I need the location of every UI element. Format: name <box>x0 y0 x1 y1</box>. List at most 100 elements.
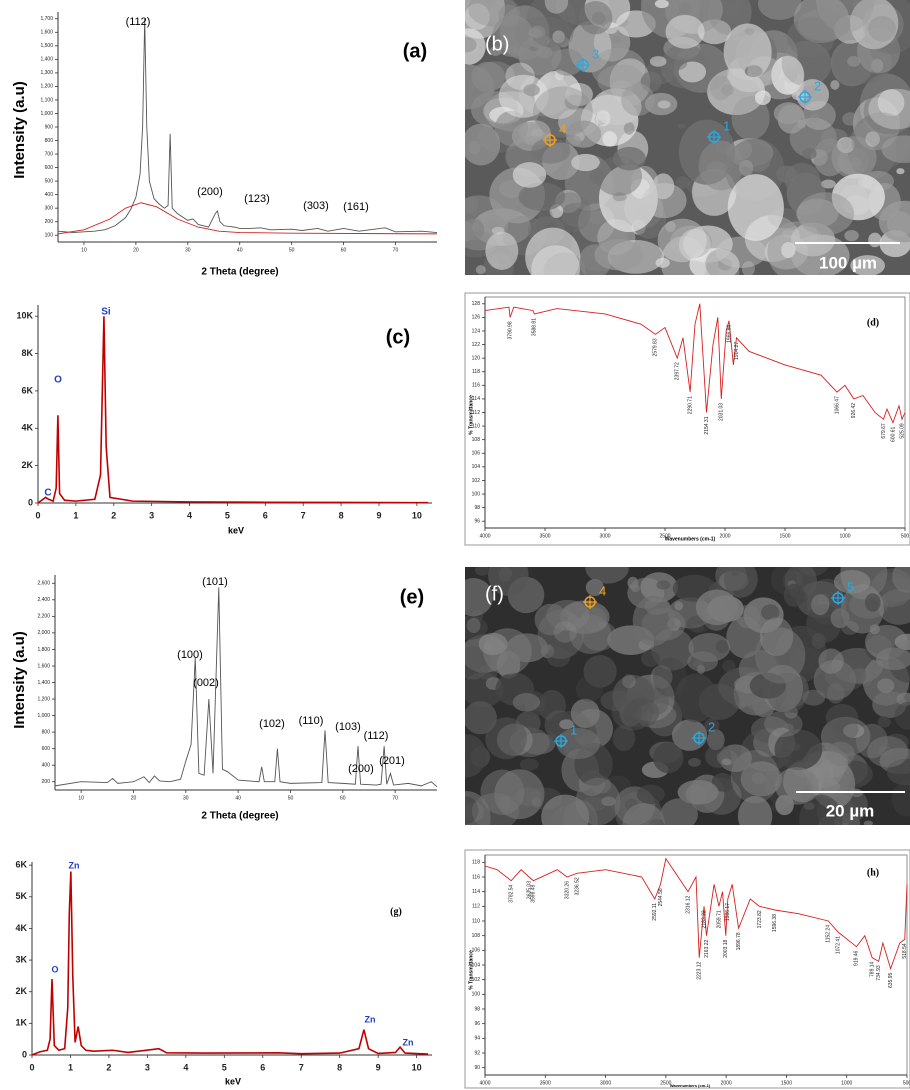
y-tick-label: 500 <box>45 178 54 184</box>
sem-texture <box>811 594 830 616</box>
x-tick-label: 2500 <box>659 533 670 539</box>
y-tick-label: 1,400 <box>37 680 50 686</box>
sem-texture <box>551 48 584 76</box>
sem-texture <box>797 8 851 41</box>
x-axis-label: keV <box>228 525 244 535</box>
sem-texture <box>850 255 885 275</box>
sem-texture <box>564 94 585 110</box>
x-tick-label: 1500 <box>779 533 790 539</box>
peak-label: 2397.72 <box>675 362 681 380</box>
sem-texture <box>492 15 534 58</box>
y-tick-label: 98 <box>474 1006 480 1012</box>
sem-texture <box>816 0 875 33</box>
sem-texture <box>538 208 553 226</box>
y-tick-label: 2,200 <box>37 614 50 620</box>
sem-texture <box>868 232 882 248</box>
sem-texture <box>744 65 763 78</box>
sem-texture <box>649 56 667 67</box>
y-tick-label: 116 <box>472 874 480 880</box>
y-tick-label: 102 <box>472 478 481 484</box>
sem-texture <box>485 717 527 760</box>
y-tick-label: 800 <box>42 729 51 735</box>
peak-label: 2154.31 <box>704 416 710 434</box>
y-tick-label: 90 <box>474 1065 480 1071</box>
plot-frame <box>484 296 906 529</box>
sem-texture <box>565 120 602 148</box>
sem-texture <box>585 567 629 584</box>
sem-texture <box>560 600 610 635</box>
sem-texture <box>653 742 684 774</box>
sem-texture <box>546 647 571 668</box>
x-tick-label: 9 <box>376 510 381 520</box>
marker-label: 3 <box>592 46 599 61</box>
y-tick-label: 800 <box>45 138 54 144</box>
peak-label: 926.42 <box>851 403 857 419</box>
y-tick-label: 6K <box>21 385 33 395</box>
y-tick-label: 2,400 <box>37 597 50 603</box>
peak-label: 1966.86 <box>726 325 732 343</box>
x-tick-label: 10 <box>81 247 87 253</box>
x-tick-label: 4 <box>183 1062 188 1072</box>
sem-texture <box>744 27 755 36</box>
peak-label: 518.54 <box>902 943 908 959</box>
peak-label: 635.95 <box>888 972 894 988</box>
sem-texture <box>591 47 646 89</box>
panel-label: (b) <box>485 33 509 55</box>
sem-texture <box>475 265 486 275</box>
sem-texture <box>688 757 701 767</box>
sem-texture <box>645 687 669 715</box>
x-tick-label: 10 <box>412 1062 422 1072</box>
x-tick-label: 3 <box>149 510 154 520</box>
sem-texture <box>724 567 758 598</box>
sem-texture <box>575 676 604 702</box>
y-tick-label: 6K <box>15 860 27 870</box>
sem-texture <box>465 123 501 166</box>
sem-texture <box>631 584 640 593</box>
peak-annotation: (161) <box>343 201 369 213</box>
sem-texture <box>784 162 820 196</box>
x-tick-label: 6 <box>263 510 268 520</box>
peak-label: 734.93 <box>876 965 882 981</box>
y-tick-label: 102 <box>472 977 481 983</box>
sem-texture <box>583 655 617 688</box>
series-line <box>37 316 429 504</box>
y-tick-label: 118 <box>472 369 480 375</box>
sem-texture <box>786 17 836 58</box>
y-tick-label: 4K <box>21 423 33 433</box>
sem-texture <box>465 64 495 110</box>
y-tick-label: 1K <box>15 1018 27 1028</box>
y-tick-label: 3K <box>15 954 27 964</box>
y-tick-label: 124 <box>472 328 481 334</box>
y-tick-label: 106 <box>472 451 481 457</box>
sem-texture <box>652 657 687 697</box>
y-tick-label: 122 <box>472 342 481 348</box>
x-tick-label: 8 <box>337 1062 342 1072</box>
marker-label: 2 <box>814 78 821 93</box>
sem-texture <box>565 82 593 107</box>
y-tick-label: 98 <box>474 505 480 511</box>
x-axis-label: Wavenumbers (cm-1) <box>665 536 716 542</box>
sem-texture <box>594 239 644 271</box>
y-tick-label: 600 <box>42 746 51 752</box>
peak-label: 3635.03 <box>526 881 532 899</box>
peak-annotation: (101) <box>202 576 228 588</box>
x-tick-label: 40 <box>237 247 243 253</box>
x-tick-label: 70 <box>393 247 399 253</box>
marker-label: 2 <box>708 719 715 734</box>
sem-texture <box>466 617 481 634</box>
sem-texture <box>534 603 568 636</box>
sem-texture <box>868 15 897 42</box>
sem-texture <box>636 784 665 805</box>
sem-texture <box>844 230 859 242</box>
sem-texture <box>465 796 479 825</box>
panel-frame <box>464 849 910 1089</box>
sem-texture <box>663 56 688 71</box>
y-tick-label: 92 <box>474 1050 480 1056</box>
sem-texture <box>892 567 910 593</box>
x-tick-label: 1000 <box>839 533 850 539</box>
y-tick-label: 110 <box>472 918 480 924</box>
sem-texture <box>677 123 686 129</box>
sem-texture <box>783 583 805 607</box>
y-tick-label: 1,000 <box>37 713 50 719</box>
sem-texture <box>465 218 485 241</box>
